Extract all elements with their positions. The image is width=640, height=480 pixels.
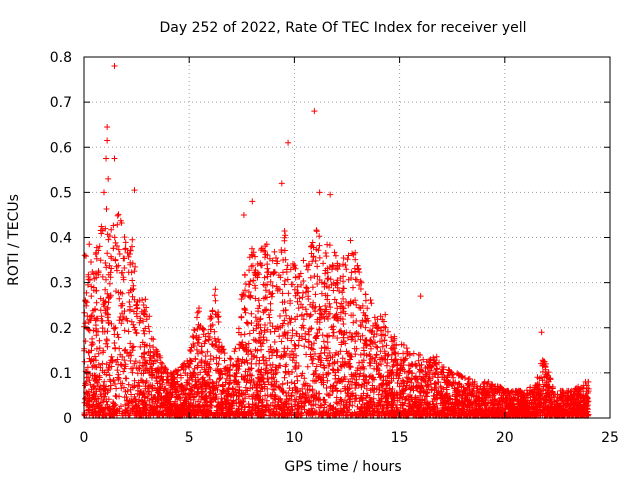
y-tick-label: 0 [63, 411, 72, 427]
outlier-point [111, 155, 118, 162]
x-tick-label: 10 [285, 430, 303, 446]
outlier-point [105, 175, 112, 182]
axis-ticks [83, 56, 611, 419]
outlier-point [278, 180, 285, 187]
outlier-point [104, 137, 111, 144]
axis-tick-labels: 0 5 10 15 20 25 0 0.1 0.2 0.3 0.4 0.5 0.6 0.7 0.8 [50, 50, 619, 446]
outlier-point [240, 211, 247, 218]
outlier-point [100, 189, 107, 196]
y-tick-label: 0.8 [50, 50, 72, 66]
outlier-point [417, 293, 424, 300]
y-tick-label: 0.5 [50, 185, 72, 201]
x-axis-title: GPS time / hours [284, 459, 401, 475]
x-tick-label: 5 [185, 430, 194, 446]
outlier-point [316, 189, 323, 196]
y-tick-label: 0.2 [50, 321, 72, 337]
data-points [81, 63, 592, 419]
outlier-point [327, 191, 334, 198]
outlier-point [103, 155, 110, 162]
chart-title: Day 252 of 2022, Rate Of TEC Index for r… [159, 20, 526, 36]
outlier-point [285, 139, 292, 146]
outlier-point [538, 329, 545, 336]
x-tick-label: 25 [601, 430, 619, 446]
outlier-point [104, 123, 111, 130]
outlier-point [249, 198, 256, 205]
y-axis-title: ROTI / TECUs [6, 194, 22, 286]
y-tick-label: 0.4 [50, 231, 72, 247]
y-tick-label: 0.6 [50, 140, 72, 156]
outlier-point [86, 241, 93, 248]
y-tick-label: 0.1 [50, 366, 72, 382]
y-tick-label: 0.7 [50, 95, 72, 111]
x-tick-label: 15 [391, 430, 409, 446]
series-point-cloud [81, 206, 592, 419]
outlier-point [111, 63, 118, 70]
y-tick-label: 0.3 [50, 276, 72, 292]
outlier-point [131, 187, 138, 194]
x-tick-label: 20 [496, 430, 514, 446]
x-tick-label: 0 [80, 430, 89, 446]
outlier-point [311, 108, 318, 115]
